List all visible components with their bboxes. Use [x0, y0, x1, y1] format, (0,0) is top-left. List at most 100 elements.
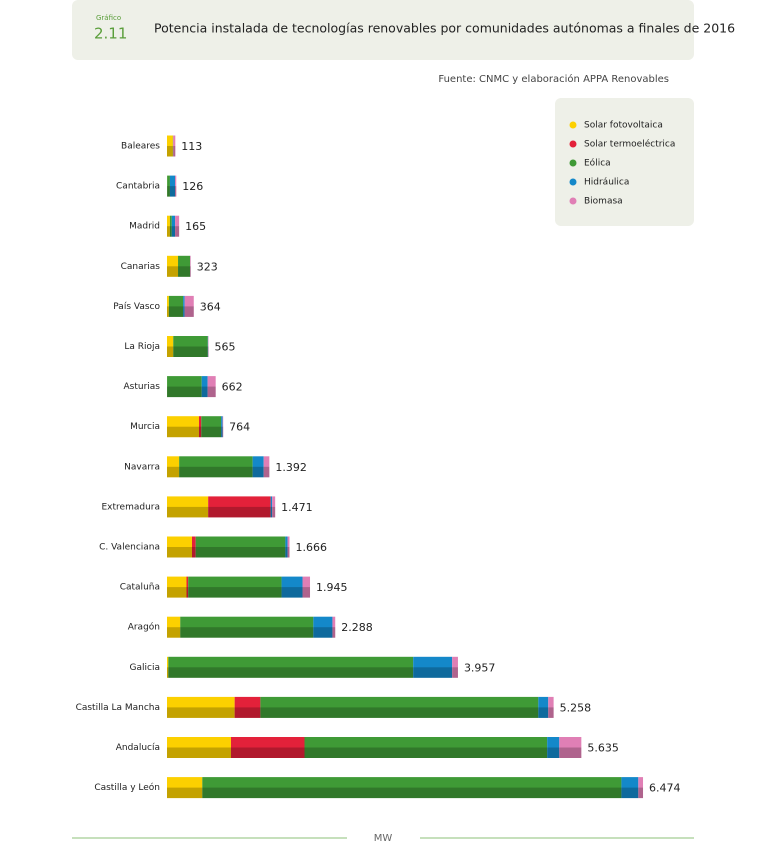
segment-shade: [184, 306, 194, 317]
bar-segment: [167, 777, 203, 799]
bar-segment: [167, 536, 192, 558]
segment-shade: [260, 707, 539, 718]
figure-number: 2.11: [94, 25, 127, 43]
segment-shade: [413, 667, 453, 678]
bar-segment: [167, 416, 199, 438]
bar-segment: [169, 175, 176, 197]
segment-shade: [281, 587, 303, 598]
segment-shade: [538, 707, 549, 718]
bar-segment: [167, 295, 169, 317]
bar-segment: [167, 215, 170, 237]
segment-shade: [207, 386, 216, 398]
bar-segment: [167, 576, 187, 598]
segment-shade: [638, 787, 644, 799]
segment-shade: [221, 426, 223, 438]
bar-segment: [230, 737, 305, 758]
segment-shade: [168, 306, 184, 317]
segment-shade: [270, 506, 273, 518]
bar-segment: [167, 255, 179, 277]
segment-shade: [167, 627, 181, 638]
bar-segment: [559, 737, 582, 758]
segment-shade: [167, 466, 180, 478]
bar-segment: [175, 175, 177, 197]
segment-shade: [452, 667, 458, 678]
total-label: 323: [197, 260, 218, 273]
y-tick-label: Castilla La Mancha: [76, 703, 160, 713]
total-label: 113: [181, 140, 202, 153]
bar-segment: [169, 215, 172, 237]
segment-shade: [167, 707, 235, 718]
segment-shade: [222, 426, 224, 438]
segment-shade: [302, 587, 311, 598]
bar-segment: [413, 656, 453, 678]
bar-segment: [190, 255, 191, 277]
segment-shade: [171, 226, 176, 237]
y-tick-label: País Vasco: [113, 302, 160, 312]
bar-segment: [202, 777, 622, 799]
segment-shade: [202, 787, 622, 799]
legend-swatch: [569, 197, 577, 205]
bar-segment: [287, 536, 290, 558]
legend-swatch: [569, 121, 577, 129]
bar-segment: [167, 696, 235, 718]
segment-shade: [167, 587, 187, 598]
segment-shade: [188, 587, 282, 598]
bar-segment: [252, 456, 264, 478]
segment-shade: [167, 547, 192, 558]
bar-segment: [201, 376, 208, 398]
total-label: 5.258: [560, 701, 592, 714]
bar-segment: [188, 576, 282, 598]
segment-shade: [198, 426, 202, 438]
total-label: 1.392: [275, 461, 307, 474]
bar-segment: [260, 696, 539, 718]
y-tick-label: Cantabria: [116, 182, 160, 192]
y-tick-label: La Rioja: [124, 342, 160, 352]
bar-segment: [285, 536, 288, 558]
segment-shade: [167, 386, 202, 398]
segment-shade: [621, 787, 639, 799]
total-label: 6.474: [649, 782, 681, 795]
bar-segment: [452, 656, 458, 678]
segment-shade: [547, 747, 560, 758]
bar-segment: [171, 215, 176, 237]
segment-shade: [304, 747, 548, 758]
header-box: [72, 0, 694, 60]
segment-shade: [167, 346, 174, 357]
bar-segment: [180, 616, 314, 638]
total-label: 1.945: [316, 581, 348, 594]
segment-shade: [167, 226, 170, 237]
bar-segment: [173, 336, 208, 357]
bar-segment: [234, 696, 261, 718]
bar-segment: [168, 656, 414, 678]
y-tick-label: Galicia: [130, 663, 160, 673]
legend-label: Eólica: [584, 158, 611, 169]
segment-shade: [263, 466, 270, 478]
bar-segment: [167, 456, 180, 478]
bar-segment: [270, 496, 273, 518]
bar-segment: [538, 696, 549, 718]
bar-segment: [638, 777, 644, 799]
segment-shade: [287, 547, 290, 558]
legend-label: Solar fotovoltaica: [584, 121, 663, 131]
legend-swatch: [569, 159, 577, 167]
total-label: 565: [215, 341, 236, 354]
y-tick-label: Castilla y León: [94, 782, 160, 793]
total-label: 3.957: [464, 661, 496, 674]
bar-segment: [183, 295, 185, 317]
total-label: 1.666: [295, 541, 327, 554]
y-tick-label: Murcia: [130, 422, 160, 432]
segment-shade: [234, 707, 261, 718]
segment-shade: [167, 747, 231, 758]
segment-shade: [169, 226, 172, 237]
bar-segment: [281, 576, 303, 598]
total-label: 5.635: [587, 742, 619, 755]
bar-segment: [173, 135, 176, 157]
total-label: 662: [222, 381, 243, 394]
segment-shade: [201, 426, 222, 438]
y-tick-label: Asturias: [124, 382, 161, 392]
segment-shade: [252, 466, 264, 478]
total-label: 1.471: [281, 501, 313, 514]
bar-segment: [332, 616, 336, 638]
segment-shade: [167, 787, 203, 799]
